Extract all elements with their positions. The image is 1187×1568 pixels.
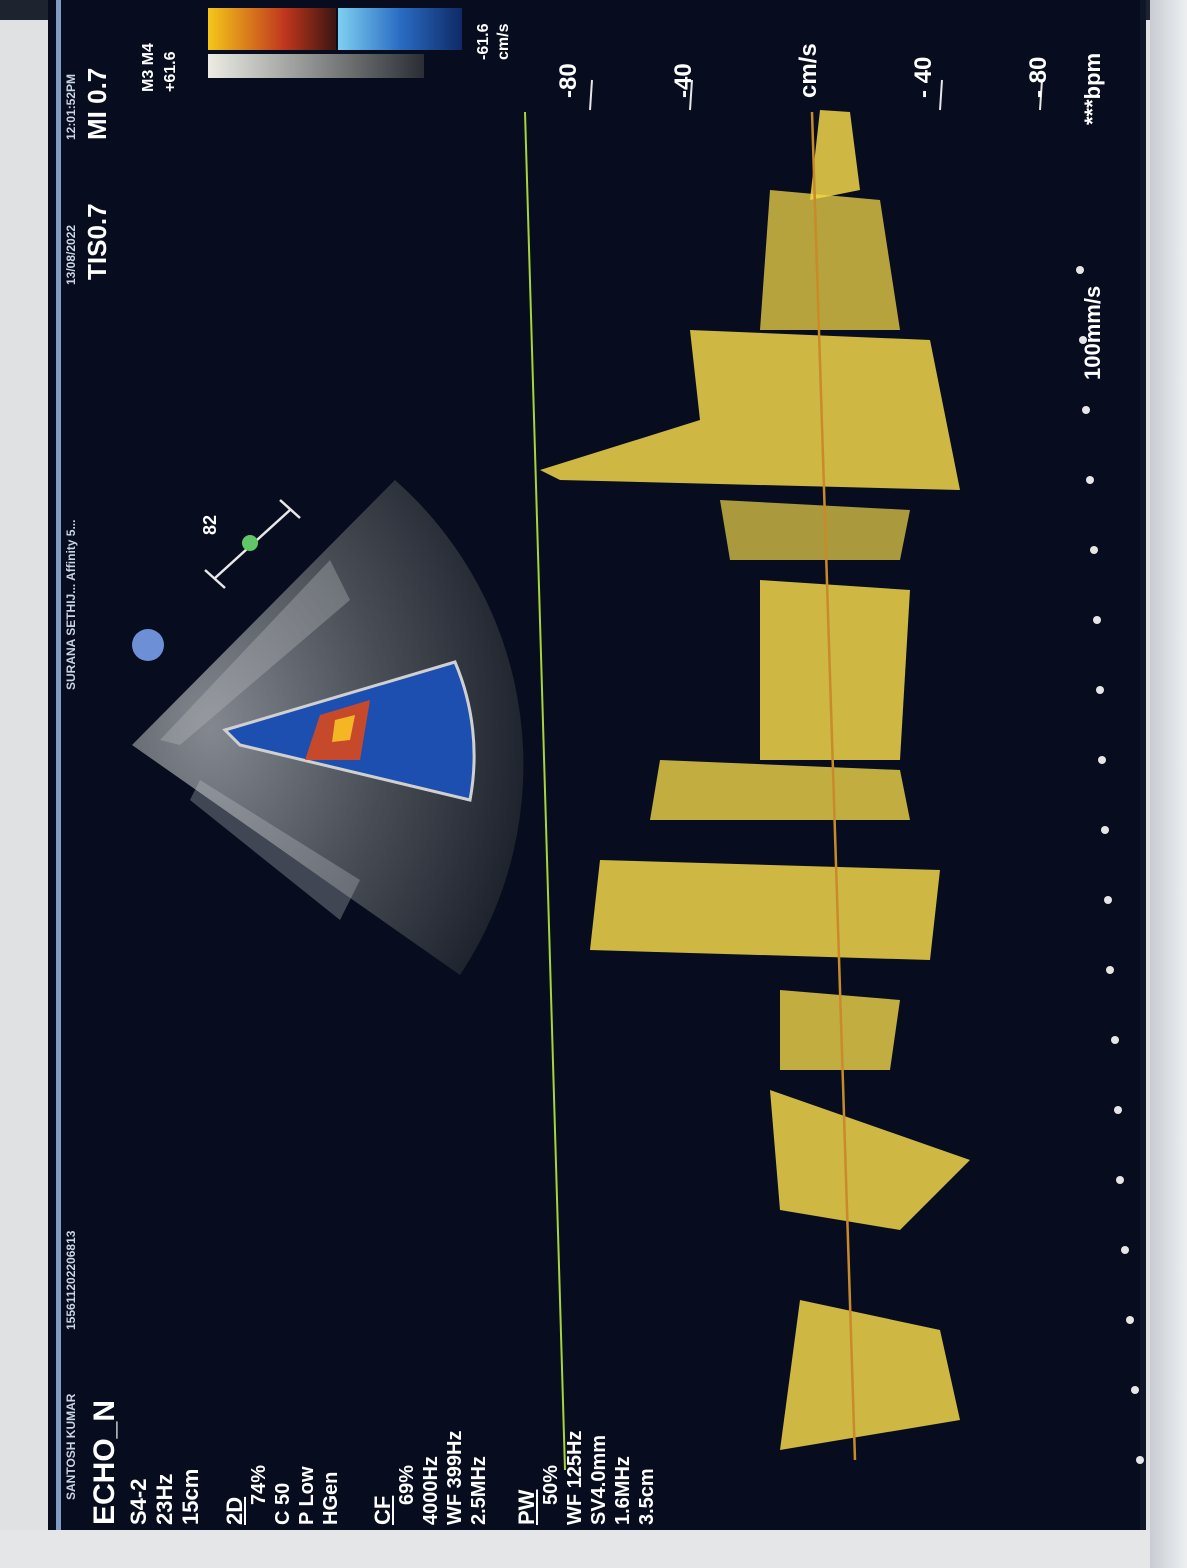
probe-name: S4-2 bbox=[126, 1478, 151, 1525]
color-scale-top: +61.6 bbox=[162, 51, 179, 92]
pw-gain: 50% bbox=[540, 1464, 562, 1505]
probe-orientation-marker bbox=[132, 629, 164, 661]
echo-sector-image bbox=[132, 480, 524, 975]
cf-gain: 69% bbox=[396, 1464, 418, 1505]
color-scale-bottom: -61.6 bbox=[475, 23, 492, 60]
exam-time: 12:01:52PM bbox=[64, 73, 78, 140]
mode-pw-label: PW bbox=[514, 1489, 539, 1525]
mi-readout: MI 0.7 bbox=[82, 67, 112, 140]
velocity-label-upper: -40 bbox=[670, 63, 697, 98]
sample-gate-label: 82 bbox=[200, 514, 220, 535]
cf-frequency: 2.5MHz bbox=[468, 1456, 490, 1525]
patient-name: SANTOSH KUMAR bbox=[64, 1393, 78, 1500]
doppler-spectrum bbox=[540, 110, 970, 1450]
compression: C 50 bbox=[272, 1482, 294, 1525]
time-markers bbox=[1076, 266, 1144, 1464]
info-panel-border bbox=[56, 0, 61, 1530]
color-scale-unit: cm/s bbox=[495, 23, 512, 60]
velocity-label-bottom: - 80 bbox=[1025, 56, 1052, 98]
color-map-label: M3 M4 bbox=[140, 43, 157, 92]
paper-edge-right bbox=[1150, 0, 1187, 1568]
frame-rate: 23Hz bbox=[152, 1473, 177, 1525]
pw-depth: 3.5cm bbox=[636, 1468, 658, 1525]
cf-prf: 4000Hz bbox=[420, 1456, 442, 1525]
gain-2d: 74% bbox=[248, 1464, 270, 1505]
sweep-speed: 100mm/s bbox=[1080, 285, 1105, 380]
velocity-label-lower: - 40 bbox=[910, 56, 937, 98]
mode-cf-label: CF bbox=[370, 1495, 395, 1525]
cf-wall-filter: WF 399Hz bbox=[444, 1430, 466, 1525]
depth: 15cm bbox=[178, 1468, 203, 1525]
persistence: P Low bbox=[296, 1466, 318, 1525]
pw-wall-filter: WF 125Hz bbox=[564, 1430, 586, 1525]
doppler-cursor-line bbox=[524, 111, 566, 1471]
preset-name: ECHO_N bbox=[88, 1399, 121, 1525]
velocity-label-top: -80 bbox=[555, 63, 582, 98]
sample-gate-marker bbox=[242, 535, 258, 551]
heart-rate: ***bpm bbox=[1080, 52, 1105, 125]
resolution: HGen bbox=[320, 1471, 342, 1525]
pw-frequency: 1.6MHz bbox=[612, 1456, 634, 1525]
patient-id: 155611202206813 bbox=[64, 1230, 78, 1330]
mode-2d-label: 2D bbox=[222, 1496, 247, 1525]
paper-edge-bottom bbox=[0, 1530, 1150, 1568]
pw-sample-volume: SV4.0mm bbox=[588, 1434, 610, 1525]
institution-name: SURANA SETHIJ... Affinity 5... bbox=[64, 519, 78, 690]
velocity-scale bbox=[589, 79, 1043, 111]
velocity-unit: cm/s bbox=[795, 43, 822, 98]
exam-date: 13/08/2022 bbox=[64, 224, 78, 285]
color-scale-bar bbox=[208, 8, 462, 78]
tis-readout: TIS0.7 bbox=[82, 203, 112, 280]
doppler-baseline bbox=[810, 111, 857, 1461]
